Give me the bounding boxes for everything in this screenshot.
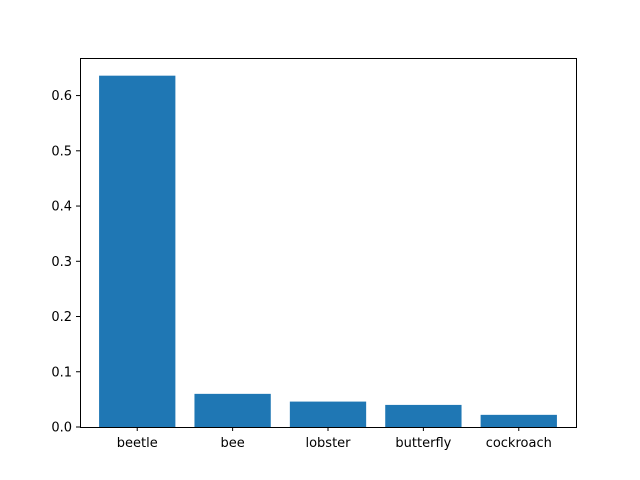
y-axis: 0.0 0.1 0.2 0.3 0.4 0.5 0.6 (51, 89, 80, 436)
bar-beetle (99, 75, 176, 428)
y-tick-label-0.1: 0.1 (51, 365, 72, 380)
y-tick-label-0.0: 0.0 (51, 421, 72, 436)
y-tick-label-0.5: 0.5 (51, 144, 72, 159)
x-axis: beetle bee lobster butterfly cockroach (117, 427, 552, 451)
y-tick-label-0.2: 0.2 (51, 310, 72, 325)
bar-lobster (289, 401, 367, 427)
x-tick-label-cockroach: cockroach (486, 436, 552, 451)
bar-cockroach (480, 414, 557, 427)
x-tick-label-beetle: beetle (117, 436, 158, 451)
y-tick-label-0.6: 0.6 (51, 89, 72, 104)
x-tick-label-lobster: lobster (305, 436, 351, 451)
bar-bee (194, 393, 271, 427)
plot-frame (80, 58, 577, 428)
y-tick-label-0.4: 0.4 (51, 200, 72, 215)
x-tick-label-butterfly: butterfly (395, 436, 451, 451)
y-tick-label-0.3: 0.3 (51, 255, 72, 270)
x-tick-label-bee: bee (220, 436, 244, 451)
bar-butterfly (385, 404, 462, 427)
bars-layer (99, 75, 557, 428)
